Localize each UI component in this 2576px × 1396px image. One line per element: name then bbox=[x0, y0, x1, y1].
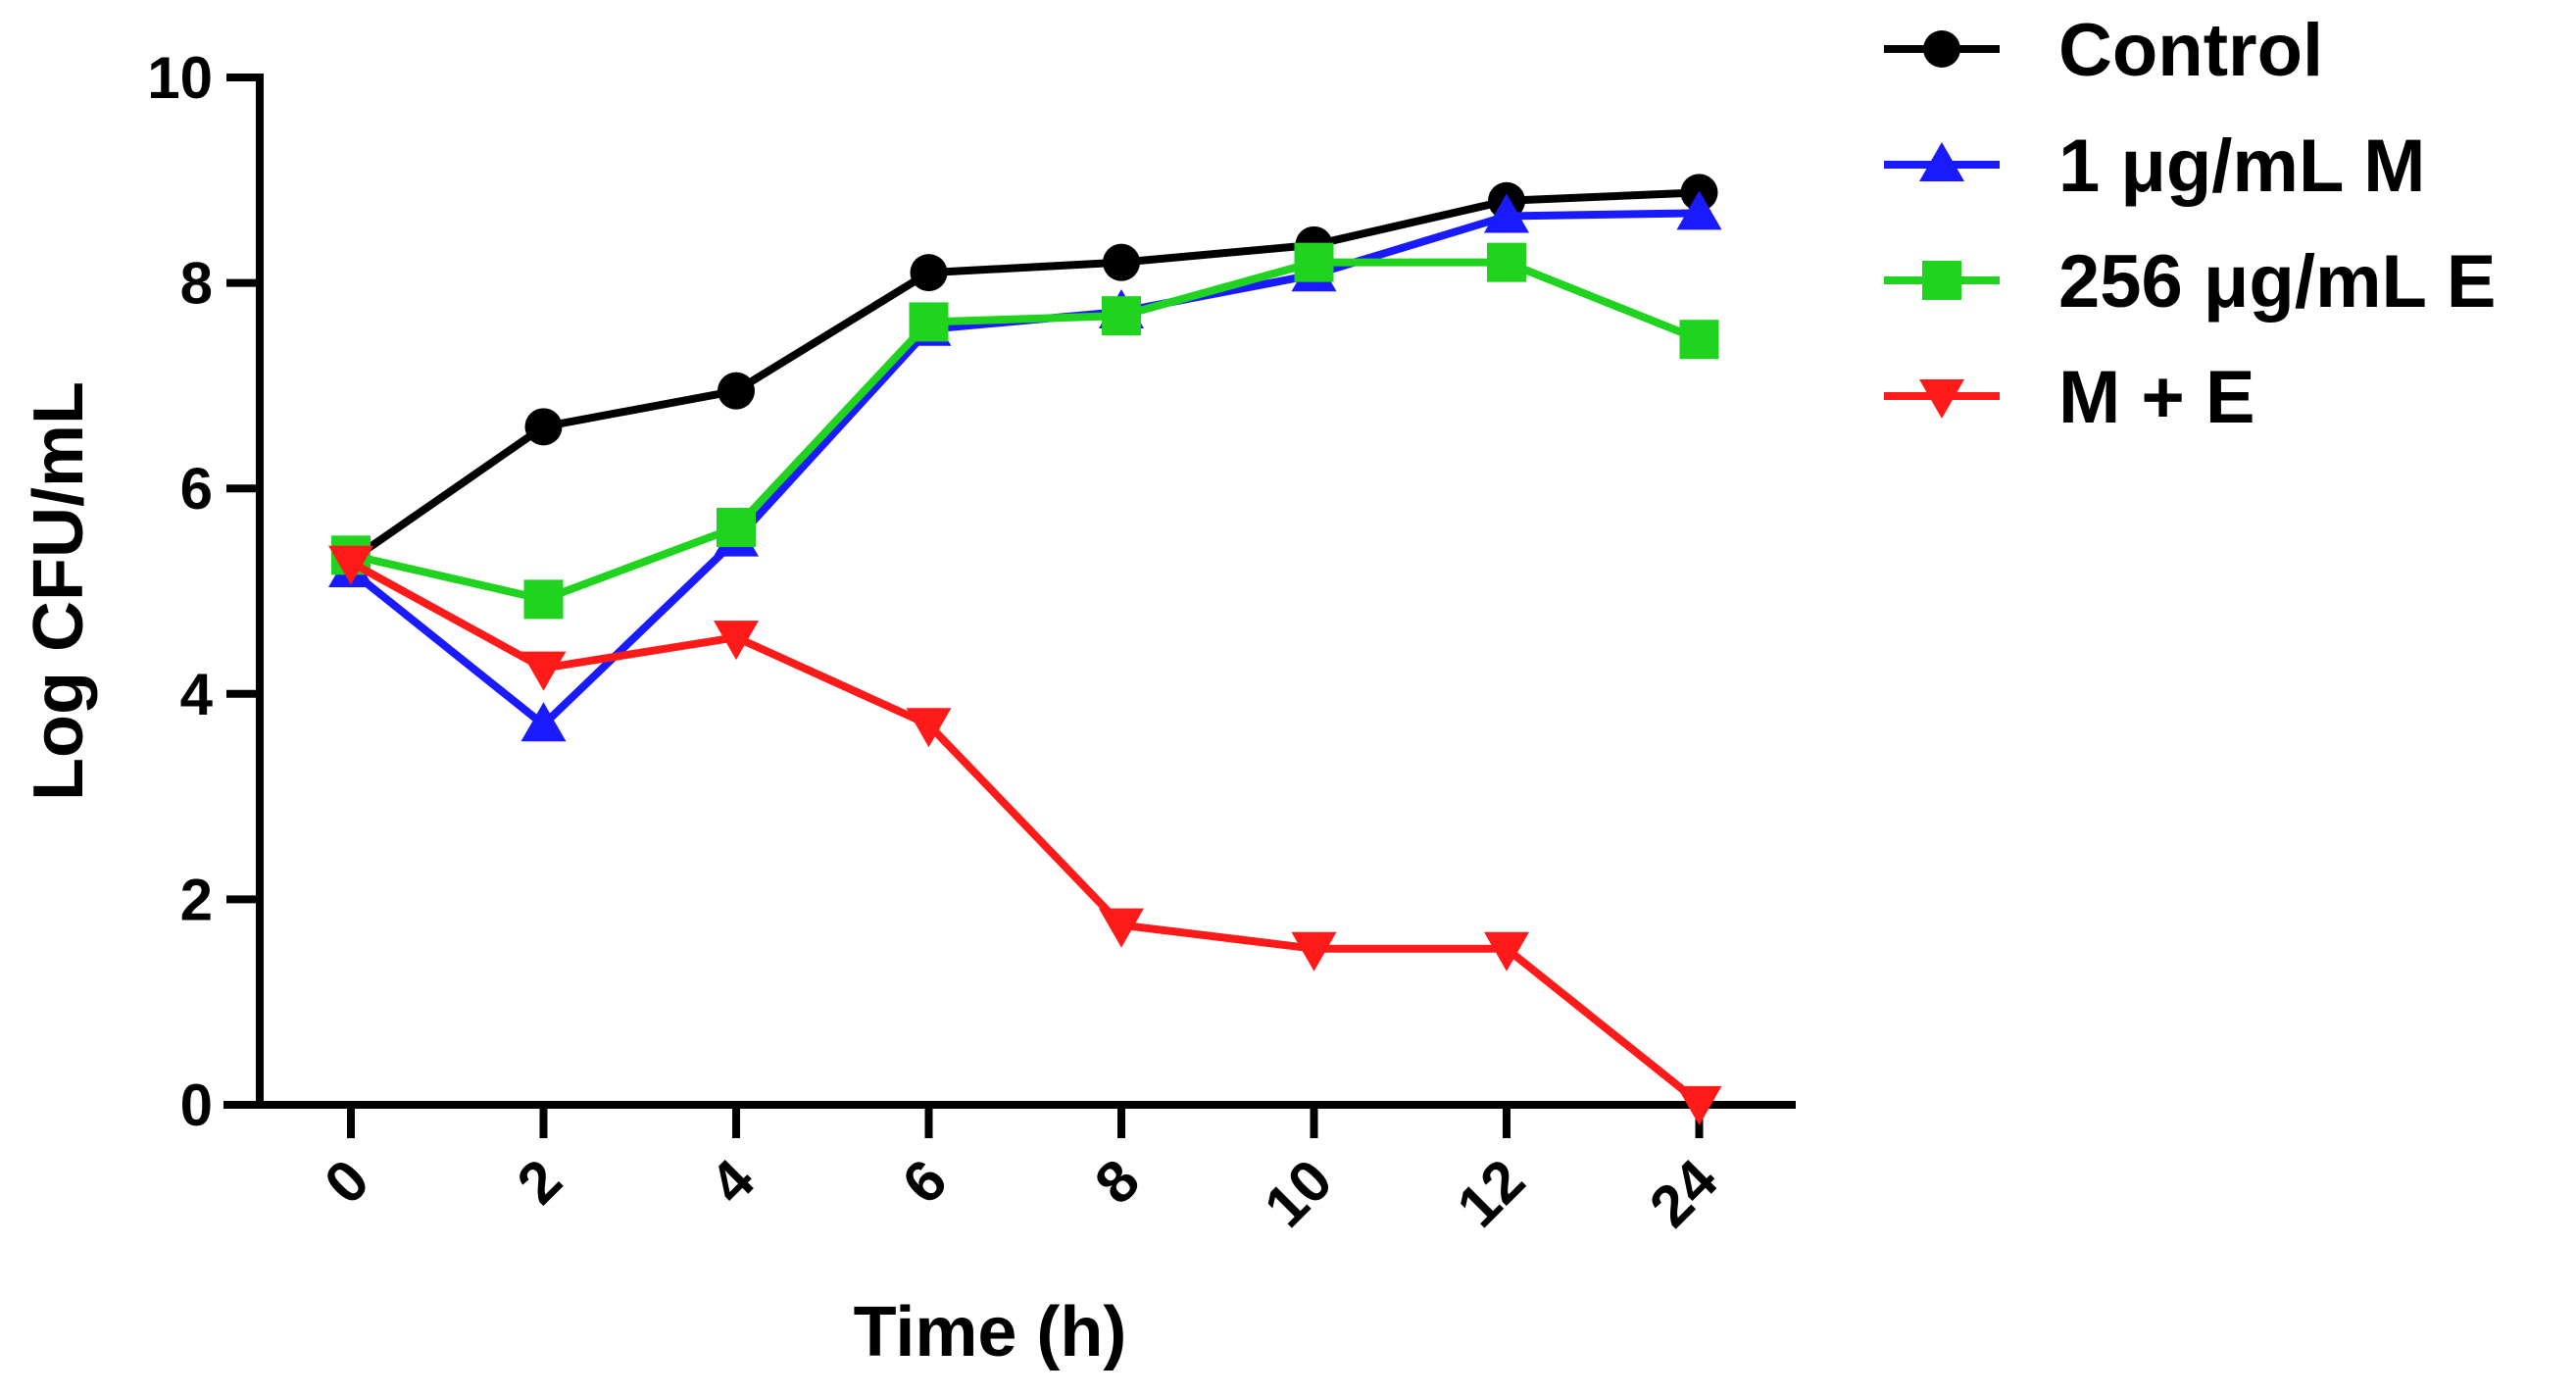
x-tick-label: 0 bbox=[312, 1147, 381, 1217]
series-layer bbox=[328, 174, 1722, 1125]
series-line bbox=[348, 188, 1700, 564]
series-line bbox=[350, 258, 1701, 604]
data-point bbox=[1102, 296, 1141, 336]
legend-entry-2: 256 μg/mL E bbox=[1884, 240, 2496, 324]
series-0 bbox=[332, 174, 1718, 579]
legend-label: M + E bbox=[2058, 356, 2255, 439]
legend: Control 1 μg/mL M 256 μg/mL E M + E bbox=[1884, 9, 2496, 439]
data-point bbox=[1484, 931, 1529, 972]
x-tick-label: 2 bbox=[505, 1147, 574, 1217]
data-point bbox=[1103, 243, 1140, 281]
data-point bbox=[1484, 193, 1529, 233]
data-point bbox=[1294, 242, 1334, 282]
x-tick-label: 12 bbox=[1445, 1147, 1538, 1240]
data-point bbox=[520, 651, 567, 691]
data-point bbox=[909, 302, 949, 342]
x-tick-label: 24 bbox=[1637, 1146, 1730, 1239]
legend-entry-3: M + E bbox=[1884, 356, 2255, 439]
data-point bbox=[717, 508, 756, 548]
data-point bbox=[1676, 190, 1722, 230]
legend-swatch-marker bbox=[1919, 379, 1964, 419]
data-point bbox=[523, 579, 564, 620]
x-tick-label: 4 bbox=[697, 1146, 767, 1216]
x-tick-label: 8 bbox=[1082, 1147, 1152, 1217]
y-tick-label: 2 bbox=[180, 867, 213, 932]
legend-swatch-marker bbox=[1922, 261, 1961, 300]
data-point bbox=[714, 621, 759, 661]
series-line bbox=[348, 209, 1700, 729]
data-point bbox=[328, 545, 373, 585]
legend-label: 256 μg/mL E bbox=[2058, 240, 2496, 324]
series-3 bbox=[328, 545, 1722, 1125]
legend-swatch-marker bbox=[1919, 142, 1964, 181]
legend-swatch-marker bbox=[1923, 30, 1960, 68]
x-tick-label: 6 bbox=[890, 1147, 960, 1217]
data-point bbox=[1291, 931, 1337, 972]
y-tick-label: 0 bbox=[180, 1072, 213, 1138]
legend-label: Control bbox=[2058, 9, 2323, 92]
x-axis-title: Time (h) bbox=[854, 1293, 1127, 1371]
data-point bbox=[718, 372, 755, 410]
data-point bbox=[1679, 320, 1719, 360]
y-tick-label: 4 bbox=[180, 662, 214, 727]
legend-entry-1: 1 μg/mL M bbox=[1884, 125, 2425, 208]
data-point bbox=[524, 408, 563, 446]
data-point bbox=[906, 708, 952, 748]
legend-label: 1 μg/mL M bbox=[2058, 125, 2425, 208]
series-2 bbox=[331, 242, 1719, 620]
x-tick-label: 10 bbox=[1252, 1147, 1345, 1240]
y-axis-title: Log CFU/mL bbox=[20, 381, 98, 801]
data-point bbox=[910, 254, 948, 292]
y-tick-label: 6 bbox=[180, 456, 213, 522]
data-point bbox=[1487, 242, 1526, 282]
data-point bbox=[1099, 908, 1144, 948]
y-tick-label: 8 bbox=[180, 251, 213, 317]
legend-entry-0: Control bbox=[1884, 9, 2323, 92]
data-point bbox=[520, 702, 567, 742]
y-tick-label: 10 bbox=[147, 45, 213, 111]
data-point bbox=[1676, 1085, 1722, 1125]
series-line bbox=[349, 559, 1702, 1107]
